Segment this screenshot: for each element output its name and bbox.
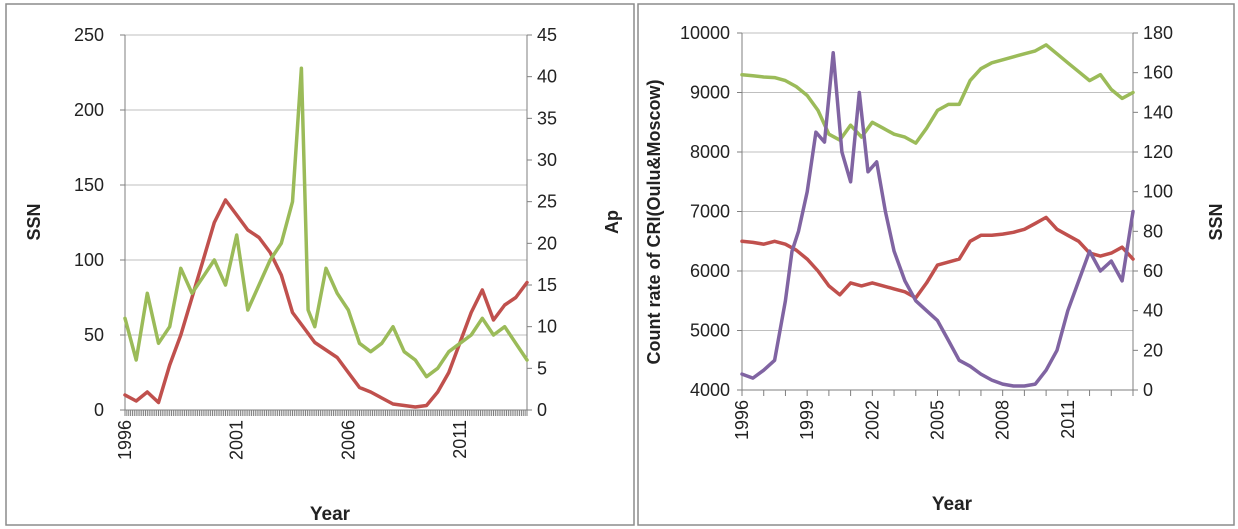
y-right-tick-label: 20 <box>537 233 557 253</box>
x-tick-label: 2005 <box>928 400 948 440</box>
series-line-2 <box>740 215 1135 300</box>
y-left-tick-label: 4000 <box>690 380 730 400</box>
y-right-tick-label: 140 <box>1143 102 1173 122</box>
x-tick-label: 2002 <box>862 400 882 440</box>
x-tick-label: 1996 <box>115 420 135 460</box>
x-tick-label: 2011 <box>1058 400 1078 439</box>
y-right-tick-label: 15 <box>537 275 557 295</box>
y-left-tick-label: 100 <box>74 250 104 270</box>
y-left-tick-label: 6000 <box>690 261 730 281</box>
y-left-tick-label: 150 <box>74 175 104 195</box>
right-chart: 4000 5000 6000 7000 8000 9000 10000 0 20 40 60 80 10… <box>644 23 1226 515</box>
y-left-tick-label: 8000 <box>690 142 730 162</box>
x-tick-label: 1999 <box>797 400 817 440</box>
y-left-axis-title: Count rate of CRI(Oulu&Moscow) <box>644 80 664 365</box>
y-left-tick-label: 250 <box>74 25 104 45</box>
series-line-2 <box>123 66 529 379</box>
y-left-tick-label: 0 <box>94 400 104 420</box>
y-right-axis-title: SSN <box>1206 203 1226 240</box>
y-left-tick-label: 50 <box>84 325 104 345</box>
y-right-tick-label: 25 <box>537 192 557 212</box>
left-panel-frame <box>5 3 635 526</box>
x-axis-title: Year <box>932 494 973 515</box>
x-tick-label: 2006 <box>338 420 358 460</box>
y-right-tick-label: 0 <box>537 400 547 420</box>
x-tick-label: 2011 <box>450 420 470 459</box>
x-axis-title: Year <box>310 504 351 525</box>
y-left-tick-label: 9000 <box>690 83 730 103</box>
x-tick-label: 2008 <box>993 400 1013 440</box>
y-left-tick-label: 5000 <box>690 321 730 341</box>
series-line-1 <box>740 43 1135 145</box>
y-right-tick-label: 20 <box>1143 340 1163 360</box>
y-left-tick-label: 7000 <box>690 202 730 222</box>
y-right-tick-label: 40 <box>1143 301 1163 321</box>
y-right-tick-label: 35 <box>537 108 557 128</box>
y-right-tick-label: 40 <box>537 67 557 87</box>
y-right-tick-label: 100 <box>1143 182 1173 202</box>
x-tick-label: 1996 <box>732 400 752 440</box>
y-right-tick-label: 10 <box>537 317 557 337</box>
left-chart: 0 50 100 150 200 250 0 5 10 15 20 25 30 35 40 45 1996 200… <box>24 25 622 525</box>
y-left-tick-label: 10000 <box>680 23 730 43</box>
y-left-axis-title: SSN <box>24 203 44 240</box>
y-right-tick-label: 180 <box>1143 23 1173 43</box>
y-right-tick-label: 0 <box>1143 380 1153 400</box>
y-right-tick-label: 60 <box>1143 261 1163 281</box>
y-right-tick-label: 5 <box>537 358 547 378</box>
series-line-3 <box>740 51 1135 388</box>
x-tick-label: 2001 <box>227 420 247 460</box>
y-right-axis-title: Ap <box>602 210 622 234</box>
y-right-tick-label: 160 <box>1143 63 1173 83</box>
y-left-tick-label: 200 <box>74 100 104 120</box>
y-right-tick-label: 80 <box>1143 221 1163 241</box>
y-right-tick-label: 45 <box>537 25 557 45</box>
y-right-tick-label: 120 <box>1143 142 1173 162</box>
y-right-tick-label: 30 <box>537 150 557 170</box>
